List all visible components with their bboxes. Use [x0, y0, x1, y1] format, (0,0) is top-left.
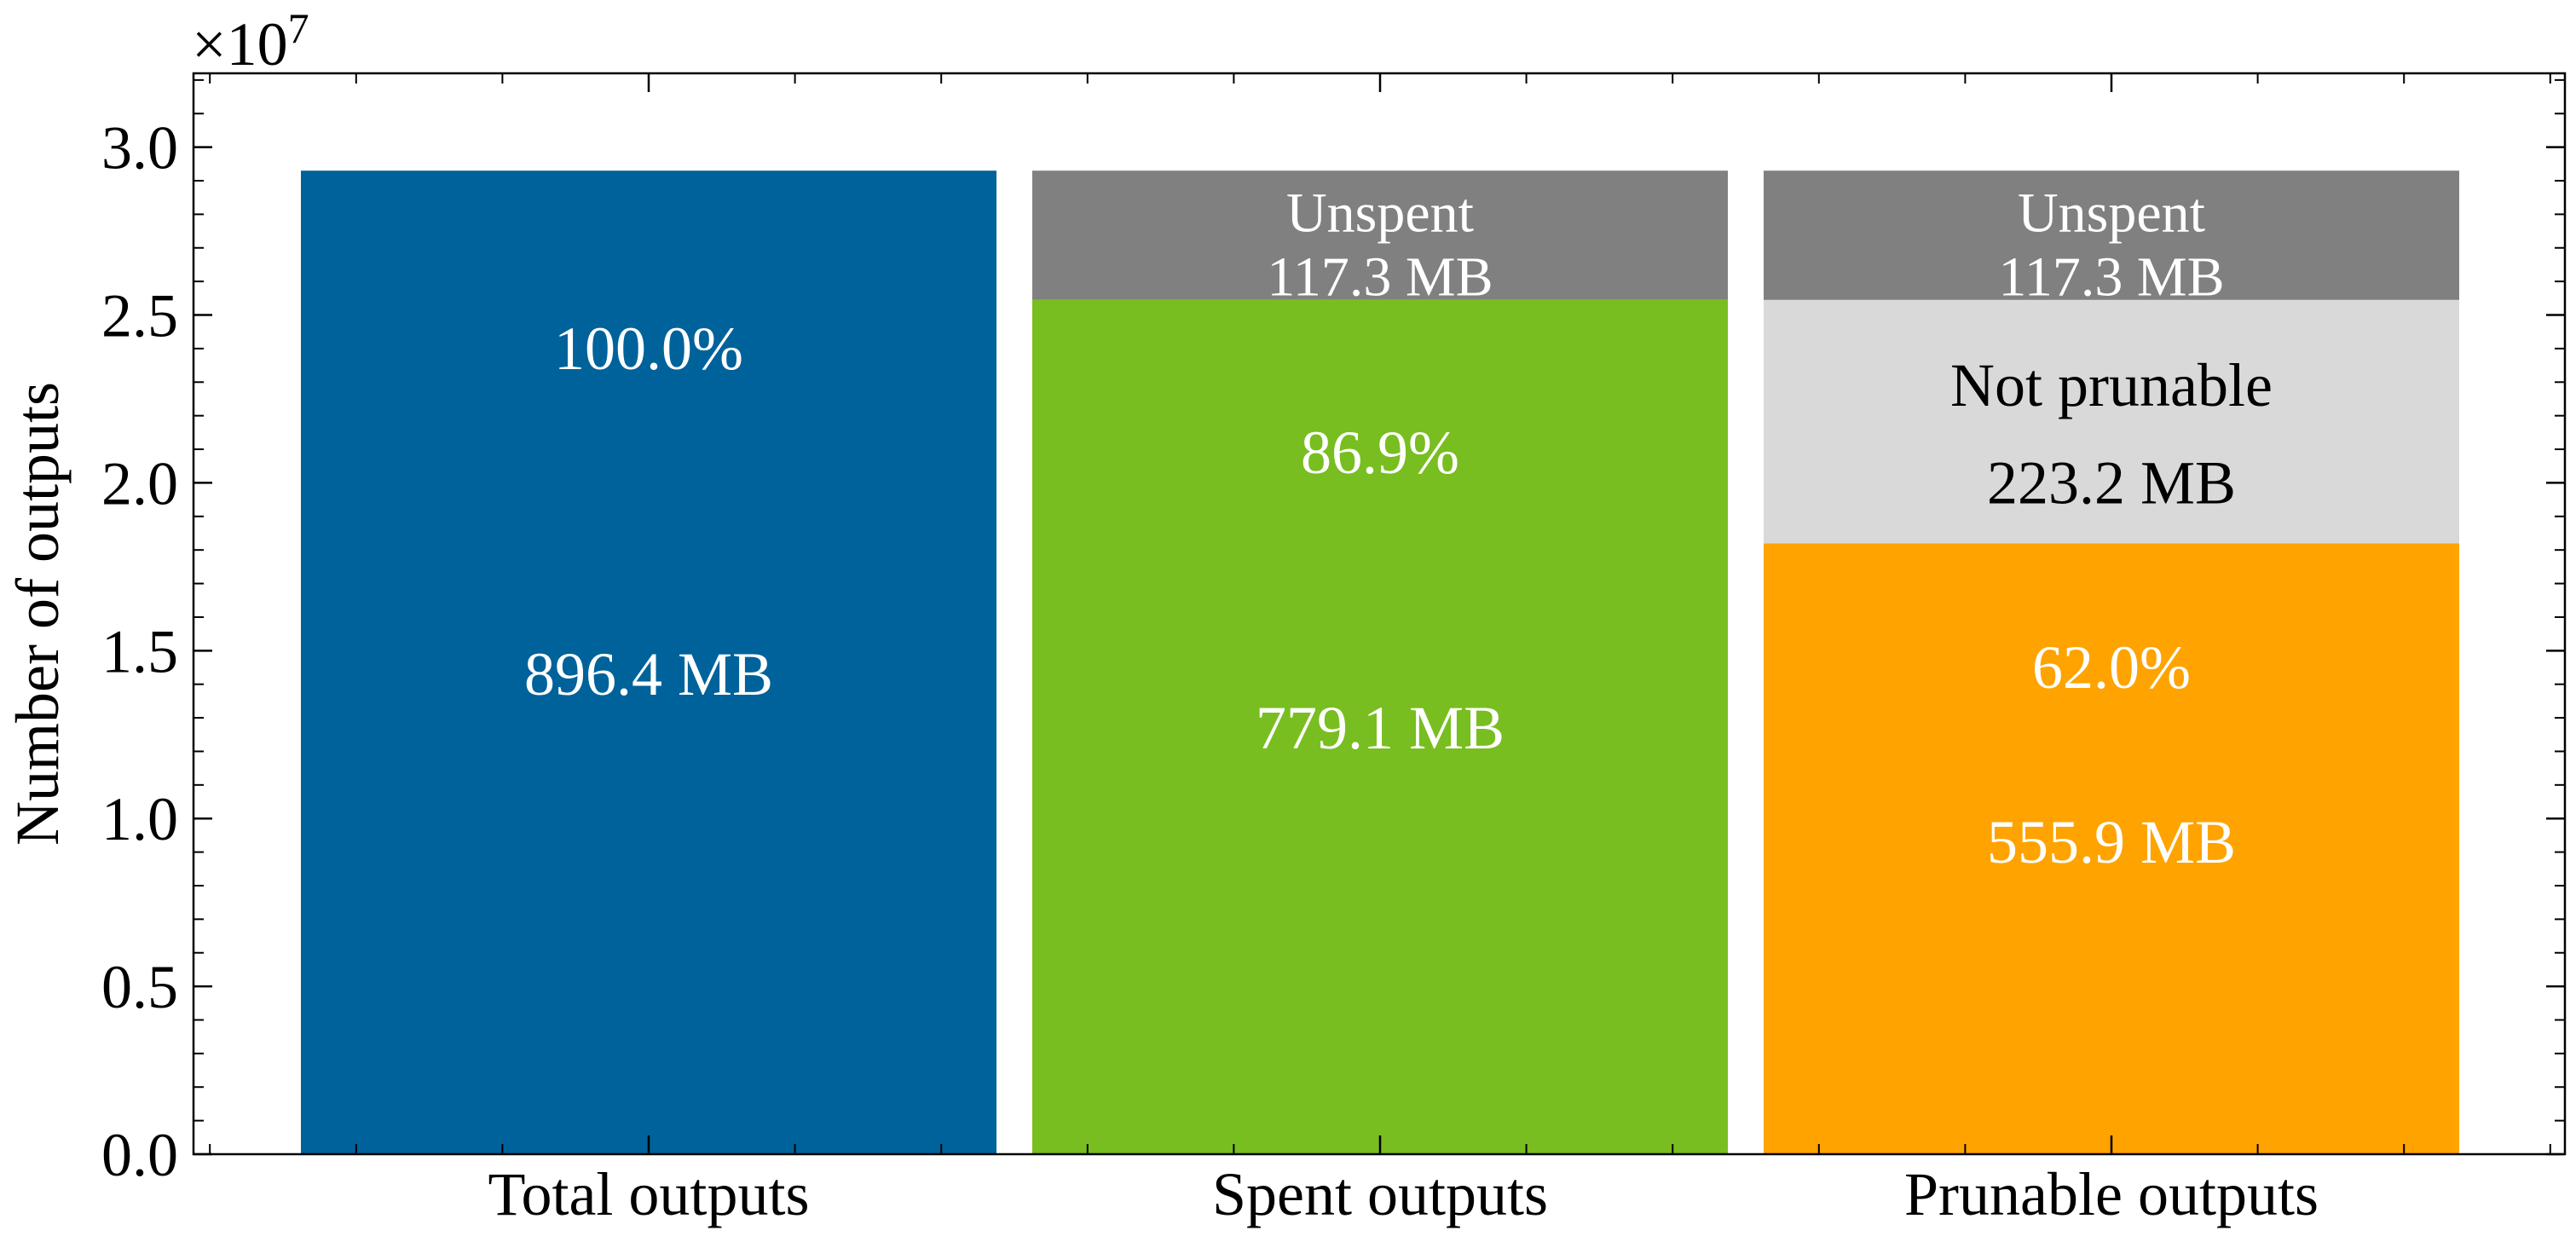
y-tick-label: 2.5 [101, 282, 178, 350]
bar-segment-spent-outputs-1 [1032, 170, 1728, 300]
segment-label-total-outputs-0-1: 896.4 MB [524, 640, 773, 708]
segment-label-prunable-outputs-1-0: Not prunable [1950, 351, 2273, 419]
y-multiplier-exponent: 7 [288, 4, 309, 52]
segment-label-prunable-outputs-2-0: Unspent [2018, 182, 2205, 244]
y-tick-label: 1.0 [101, 785, 178, 853]
y-tick-label: 0.0 [101, 1121, 178, 1189]
axis-ticks-layer: Total outputs Spent outputs Prunable outpu… [101, 73, 2565, 1228]
y-axis-title: Number of outputs [3, 382, 72, 846]
segment-label-prunable-outputs-0-0: 62.0% [2032, 633, 2191, 702]
bar-segment-prunable-outputs-1 [1764, 299, 2459, 544]
segment-label-prunable-outputs-2-1: 117.3 MB [1998, 246, 2224, 308]
segment-label-prunable-outputs-1-1: 223.2 MB [1987, 448, 2236, 517]
bars-layer [301, 170, 2459, 1155]
y-multiplier-base: ×10 [192, 10, 288, 78]
segment-label-total-outputs-0-0: 100.0% [554, 315, 743, 383]
bar-segment-total-outputs-0 [301, 170, 996, 1155]
y-tick-label: 3.0 [101, 114, 178, 182]
segment-label-prunable-outputs-0-1: 555.9 MB [1987, 808, 2236, 876]
y-tick-label: 2.0 [101, 449, 178, 517]
x-tick-label-spent-outputs: Spent outputs [1212, 1160, 1548, 1228]
segment-label-spent-outputs-1-0: Unspent [1286, 182, 1474, 244]
y-tick-label: 0.5 [101, 953, 178, 1021]
x-tick-label-total-outputs: Total outputs [488, 1160, 810, 1228]
bar-segment-prunable-outputs-0 [1764, 543, 2459, 1154]
segment-label-spent-outputs-1-1: 117.3 MB [1267, 246, 1493, 308]
segment-label-spent-outputs-0-0: 86.9% [1301, 419, 1459, 487]
bar-segment-prunable-outputs-2 [1764, 170, 2459, 300]
segment-label-spent-outputs-0-1: 779.1 MB [1256, 694, 1505, 762]
y-axis-multiplier: ×107 [192, 4, 309, 78]
y-tick-label: 1.5 [101, 617, 178, 685]
bar-segment-spent-outputs-0 [1032, 299, 1728, 1154]
x-tick-label-prunable-outputs: Prunable outputs [1904, 1160, 2319, 1228]
